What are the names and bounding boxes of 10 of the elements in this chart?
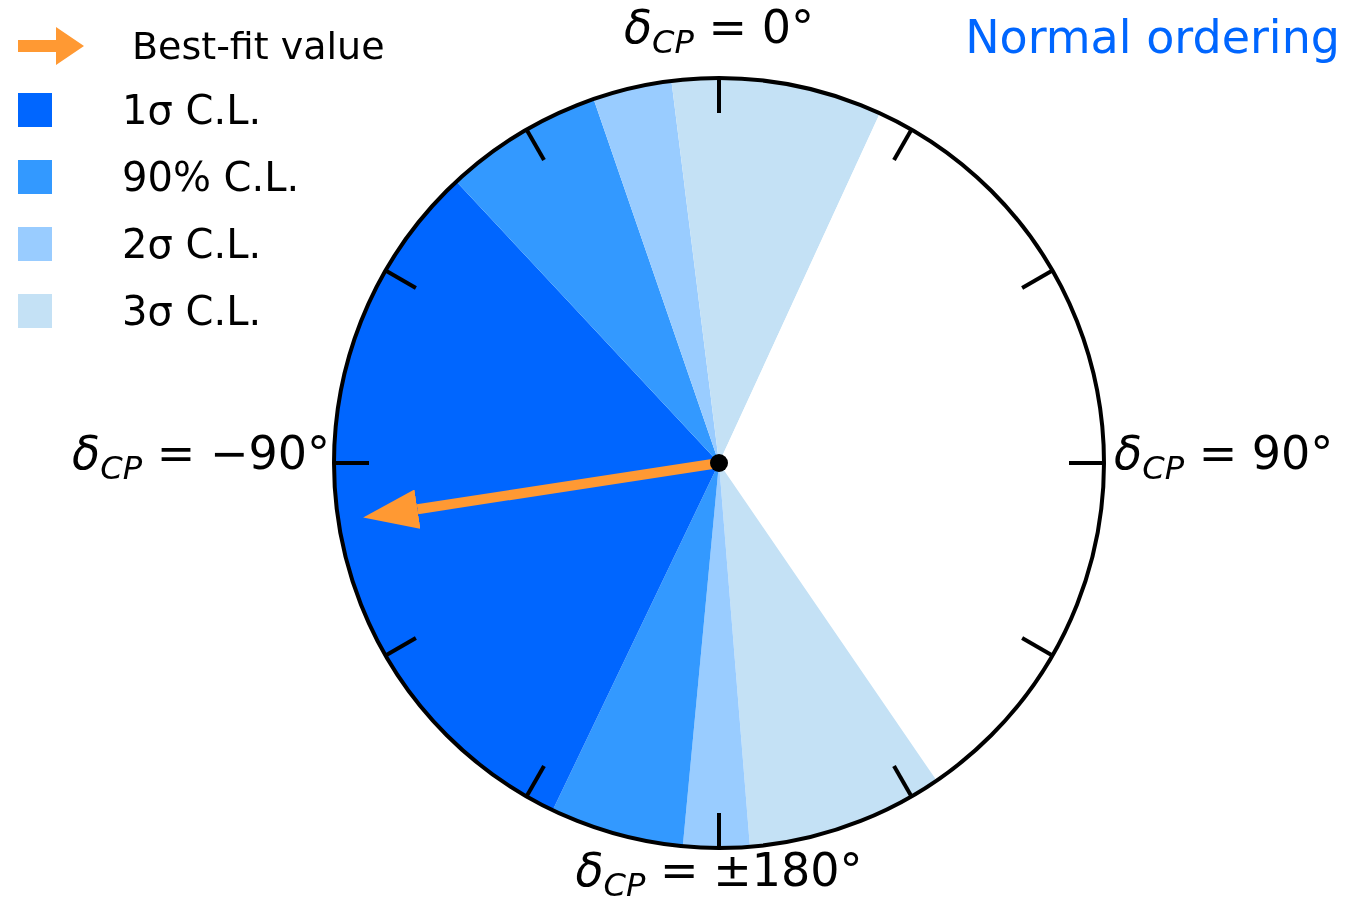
text: δ$_{CP}$ = 0°	[622, 7, 816, 62]
legend-label: 2σ C.L.	[122, 220, 262, 267]
text: Best-fit value	[132, 24, 385, 68]
text: δ$_{CP}$ = 90°	[1114, 426, 1334, 488]
legend-label: 1σ C.L.	[122, 86, 262, 133]
text: δ$_{CP}$ = ±180°	[574, 843, 864, 902]
text: δ$_{CP}$ = −90°	[72, 426, 330, 488]
legend-label: 3σ C.L.	[122, 287, 262, 334]
legend-label: 90% C.L.	[122, 153, 300, 200]
text: Normal ordering	[965, 10, 1340, 64]
